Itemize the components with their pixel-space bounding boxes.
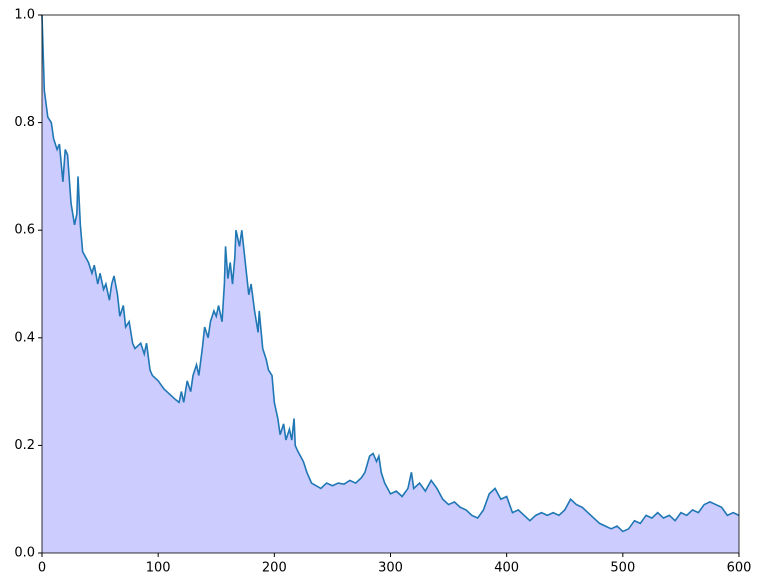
- x-tick-label: 600: [727, 561, 752, 576]
- x-tick-label: 0: [38, 561, 46, 576]
- y-tick-label: 0.2: [14, 438, 35, 453]
- y-tick-label: 0.4: [14, 330, 35, 345]
- y-tick-label: 0.6: [14, 223, 35, 238]
- x-tick-label: 200: [262, 561, 287, 576]
- y-tick-label: 0.8: [14, 115, 35, 130]
- area: [42, 15, 739, 553]
- x-tick-label: 100: [146, 561, 171, 576]
- x-tick-label: 400: [494, 561, 519, 576]
- x-tick-label: 500: [610, 561, 635, 576]
- y-tick-label: 1.0: [14, 8, 35, 23]
- x-tick-label: 300: [378, 561, 403, 576]
- y-tick-label: 0.0: [14, 546, 35, 561]
- line: [41, 14, 740, 533]
